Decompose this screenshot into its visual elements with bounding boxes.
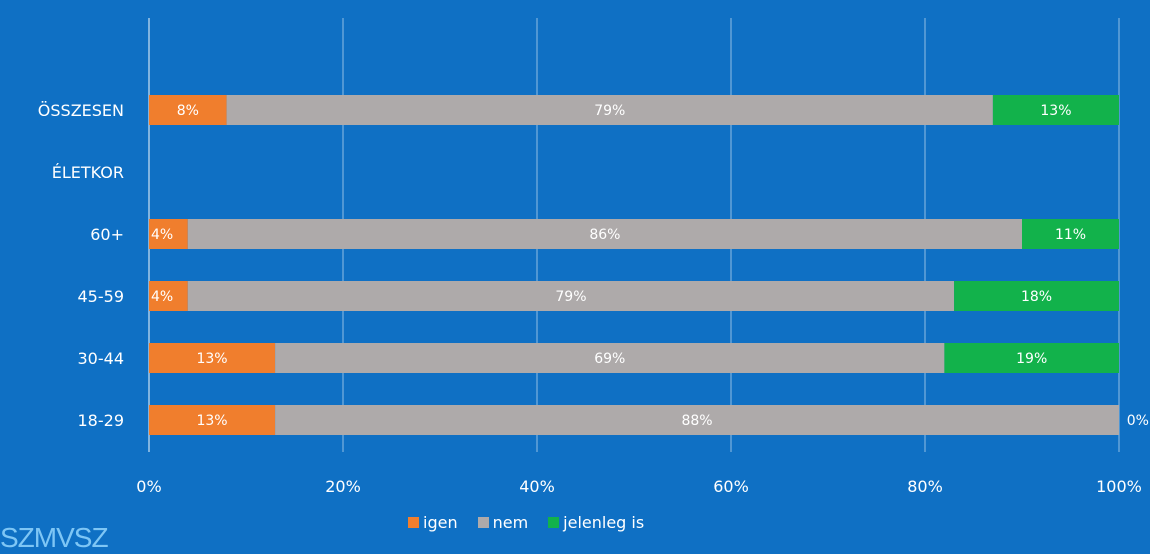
bar-jelenleg-is-0 (992, 95, 1119, 125)
bar-jelenleg-is-3 (954, 281, 1119, 311)
data-label-igen-4: 13% (196, 351, 227, 367)
legend-label-igen: igen (423, 513, 458, 532)
legend-item-nem: nem (477, 513, 529, 532)
data-label-jelenleg-is-4: 19% (1016, 351, 1047, 367)
category-label-0: ÖSSZESEN (38, 101, 124, 120)
bar-igen-4 (149, 343, 276, 373)
data-label-nem-0: 79% (594, 103, 625, 119)
x-tick-label-5: 100% (1096, 477, 1142, 496)
bar-nem-5 (275, 405, 1120, 435)
data-label-nem-2: 86% (589, 227, 620, 243)
category-label-4: 30-44 (78, 349, 125, 368)
category-label-2: 60+ (90, 225, 124, 244)
legend-swatch-nem (477, 517, 489, 528)
category-label-5: 18-29 (78, 411, 125, 430)
bar-igen-2 (149, 219, 188, 249)
data-label-jelenleg-is-0: 13% (1040, 103, 1071, 119)
data-label-jelenleg-is-5: 0% (1127, 413, 1149, 429)
bar-nem-0 (226, 95, 993, 125)
legend-label-jelenleg-is: jelenleg is (563, 513, 645, 532)
x-tick-label-4: 80% (907, 477, 943, 496)
data-label-jelenleg-is-2: 11% (1055, 227, 1086, 243)
bar-jelenleg-is-4 (944, 343, 1119, 373)
legend-label-nem: nem (492, 513, 529, 532)
x-tick-label-0: 0% (136, 477, 161, 496)
bar-igen-5 (149, 405, 276, 435)
data-label-jelenleg-is-3: 18% (1021, 289, 1052, 305)
x-tick-label-1: 20% (325, 477, 361, 496)
bar-igen-3 (149, 281, 188, 311)
legend-item-igen: igen (408, 513, 458, 532)
legend-swatch-igen (408, 517, 419, 528)
legend-item-jelenleg-is: jelenleg is (548, 513, 644, 532)
data-label-igen-0: 8% (177, 103, 199, 119)
data-label-nem-3: 79% (555, 289, 586, 305)
stacked-bar-chart: 0% 20% 40% 60% 80% 100% ÖSSZESEN ÉLETKOR 60+ 45-5… (38, 18, 1149, 496)
legend: igen nem jelenleg is (408, 513, 664, 532)
legend-swatch-jelenleg-is (548, 517, 560, 528)
bar-igen-0 (149, 95, 227, 125)
data-label-igen-3: 4% (151, 289, 173, 305)
category-label-3: 45-59 (78, 287, 125, 306)
category-label-1: ÉLETKOR (52, 163, 124, 182)
x-tick-label-2: 40% (519, 477, 555, 496)
data-label-nem-5: 88% (681, 413, 712, 429)
logo: SZMVSZ (0, 522, 109, 553)
data-label-nem-4: 69% (594, 351, 625, 367)
bar-jelenleg-is-2 (1022, 219, 1119, 249)
x-tick-label-3: 60% (713, 477, 749, 496)
data-label-igen-2: 4% (151, 227, 173, 243)
bar-nem-2 (187, 219, 1023, 249)
data-label-igen-5: 13% (196, 413, 227, 429)
bar-nem-3 (187, 281, 955, 311)
bar-nem-4 (275, 343, 945, 373)
